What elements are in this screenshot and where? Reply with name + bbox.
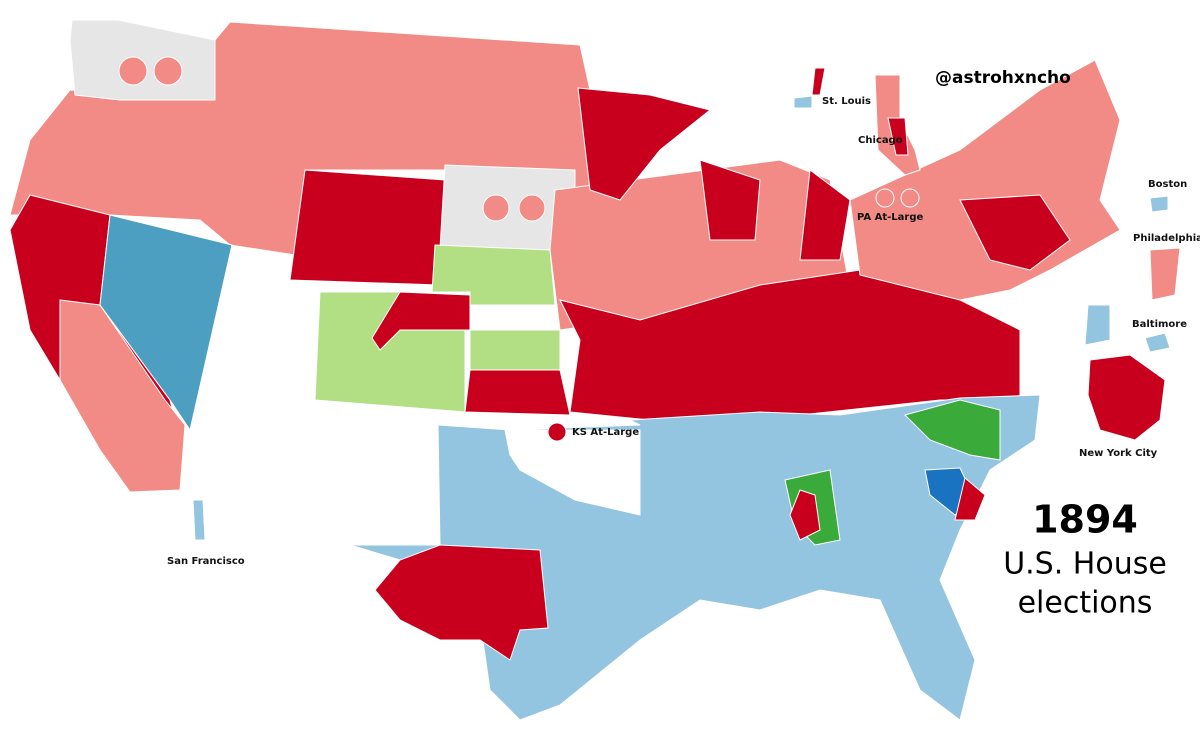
inset xyxy=(1084,304,1111,346)
inset xyxy=(1087,354,1166,441)
map-label: New York City xyxy=(1079,448,1158,459)
region xyxy=(289,169,446,286)
region xyxy=(699,159,761,241)
inset xyxy=(1144,332,1171,353)
map-label: St. Louis xyxy=(822,96,871,107)
region xyxy=(349,394,1041,721)
region xyxy=(954,477,986,521)
marker xyxy=(547,422,567,442)
map-label: PA At-Large xyxy=(857,212,924,223)
region xyxy=(959,194,1071,271)
region xyxy=(577,87,712,201)
inset xyxy=(793,95,813,109)
marker xyxy=(118,56,148,86)
region xyxy=(504,429,641,516)
marker xyxy=(875,188,895,208)
map-label: San Francisco xyxy=(167,556,245,567)
marker xyxy=(482,194,510,222)
inset xyxy=(1149,247,1181,301)
title-line: elections xyxy=(1018,586,1153,621)
map-label: KS At-Large xyxy=(572,427,639,438)
marker xyxy=(518,194,546,222)
inset xyxy=(192,499,206,541)
title-line: U.S. House xyxy=(1003,547,1167,582)
inset xyxy=(887,117,909,156)
region xyxy=(99,214,233,432)
map-label: Boston xyxy=(1148,179,1187,190)
map-label: Philadelphia xyxy=(1133,233,1200,244)
marker xyxy=(900,188,920,208)
region xyxy=(464,369,571,416)
map-regions xyxy=(9,19,1181,721)
map-label: Chicago xyxy=(858,135,903,146)
region xyxy=(69,19,216,101)
credit: @astrohxncho xyxy=(935,68,1071,88)
region xyxy=(371,291,471,351)
region xyxy=(904,399,1001,461)
region xyxy=(789,489,821,541)
inset xyxy=(811,67,826,96)
region xyxy=(374,544,549,661)
marker xyxy=(153,56,183,86)
region xyxy=(59,299,186,493)
title-year: 1894 xyxy=(1032,498,1138,542)
region xyxy=(799,169,851,261)
map-label: Baltimore xyxy=(1132,319,1187,330)
region xyxy=(469,329,561,371)
inset xyxy=(1149,195,1169,213)
